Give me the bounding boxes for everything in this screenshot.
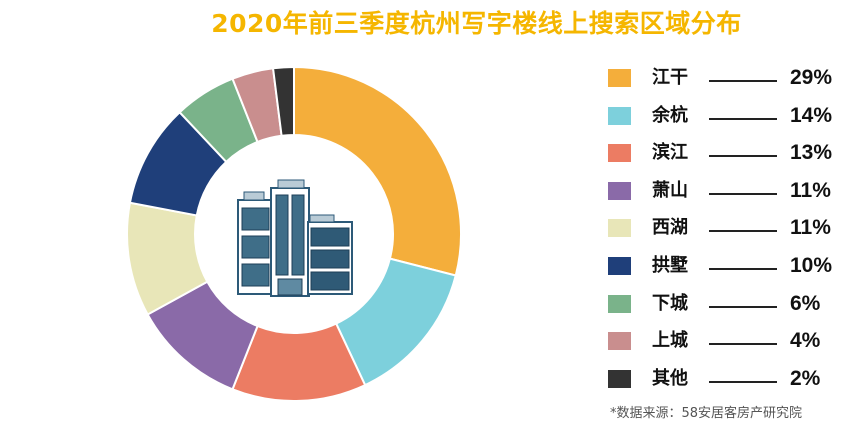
legend-swatch <box>608 219 631 238</box>
legend-leader-line <box>709 80 777 82</box>
legend-item: 西湖 11% <box>608 216 848 240</box>
legend-value: 10% <box>790 254 833 277</box>
legend-leader-line <box>709 268 777 270</box>
legend-label: 上城 <box>652 330 688 352</box>
legend-item: 其他 2% <box>608 367 848 391</box>
chart-title: 2020年前三季度杭州写字楼线上搜索区域分布 <box>211 9 742 38</box>
legend-label: 西湖 <box>652 217 688 239</box>
legend-item: 拱墅 10% <box>608 254 848 278</box>
legend-item: 萧山 11% <box>608 179 848 203</box>
legend-value: 11% <box>790 216 831 240</box>
legend-value: 4% <box>790 329 821 353</box>
legend-leader-line <box>709 305 777 308</box>
legend-swatch <box>608 332 631 351</box>
legend-leader-line <box>709 230 777 233</box>
legend-label: 余杭 <box>652 104 688 126</box>
legend-item: 上城 4% <box>608 329 848 353</box>
legend-value: 13% <box>790 141 833 165</box>
legend-swatch <box>608 181 631 200</box>
legend-item: 余杭 14% <box>608 104 848 128</box>
legend-swatch <box>608 144 631 163</box>
legend-item: 下城 6% <box>608 292 848 316</box>
donut-slice-1 <box>293 65 462 277</box>
legend-swatch <box>608 106 631 125</box>
legend-label: 江干 <box>652 67 688 88</box>
legend-leader-line <box>709 192 777 195</box>
legend-label: 拱墅 <box>652 255 688 276</box>
legend-item: 滨江 13% <box>608 141 848 165</box>
legend-label: 萧山 <box>652 179 688 201</box>
office-building-icon <box>237 179 353 297</box>
legend-value: 2% <box>790 366 821 390</box>
legend-label: 下城 <box>652 292 688 314</box>
donut-slice-9 <box>271 65 295 137</box>
legend-swatch <box>608 294 631 313</box>
legend-item: 江干 29% <box>608 66 848 90</box>
legend-leader-line <box>709 155 777 158</box>
legend-swatch <box>608 369 631 388</box>
legend-swatch <box>608 69 631 87</box>
legend-leader-line <box>709 380 777 383</box>
legend-value: 29% <box>790 66 833 89</box>
legend-swatch <box>608 257 631 275</box>
legend-leader-line <box>709 117 777 120</box>
source-note: *数据来源：58安居客房产研究院 <box>610 406 803 421</box>
legend-value: 6% <box>790 291 821 315</box>
legend-value: 14% <box>790 103 833 127</box>
legend-leader-line <box>709 343 777 346</box>
legend-label: 其他 <box>652 367 688 389</box>
legend-value: 11% <box>790 178 831 202</box>
donut-chart <box>126 65 462 402</box>
legend-label: 滨江 <box>652 142 688 164</box>
